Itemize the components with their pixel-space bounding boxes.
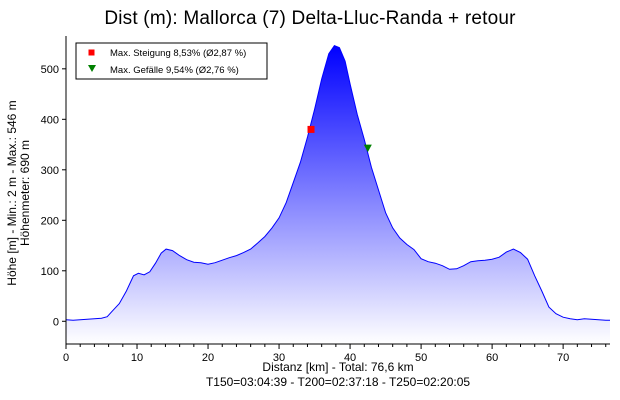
x-tick-label: 70 [557,352,569,364]
x-tick-label: 50 [415,352,427,364]
legend-marker-gefaelle [88,65,96,72]
time-summary: T150=03:04:39 - T200=02:37:18 - T250=02:… [205,375,471,389]
y-tick-label: 200 [41,215,59,227]
y-tick-label: 100 [41,266,59,278]
y-tick-label: 500 [41,64,59,76]
legend-label-gefaelle: Max. Gefälle 9,54% (Ø2,76 %) [110,65,239,76]
x-axis-label: Distanz [km] - Total: 76,6 km [262,360,414,374]
chart-title: Dist (m): Mallorca (7) Delta-Lluc-Randa … [104,8,516,29]
legend-marker-steigung [88,49,95,56]
x-tick-label: 10 [131,352,143,364]
legend-label-steigung: Max. Steigung 8,53% (Ø2,87 %) [110,48,246,59]
x-tick-label: 30 [273,352,285,364]
x-tick-label: 0 [63,352,69,364]
max-gefaelle-marker [363,144,372,153]
elevation-line [65,44,610,321]
y-tick-label: 300 [41,165,59,177]
y-tick-label: 400 [41,114,59,126]
x-tick-label: 20 [202,352,214,364]
elevation-area [66,45,610,344]
legend-box [75,42,268,80]
max-steigung-marker [307,125,315,133]
x-axis-label-block: Distanz [km] - Total: 76,6 km T150=03:04… [0,360,620,390]
x-tick-label: 60 [486,352,498,364]
legend: Max. Steigung 8,53% (Ø2,87 %) Max. Gefäll… [75,42,268,80]
x-tick-label: 40 [344,352,356,364]
y-tick-label: 0 [53,316,59,328]
